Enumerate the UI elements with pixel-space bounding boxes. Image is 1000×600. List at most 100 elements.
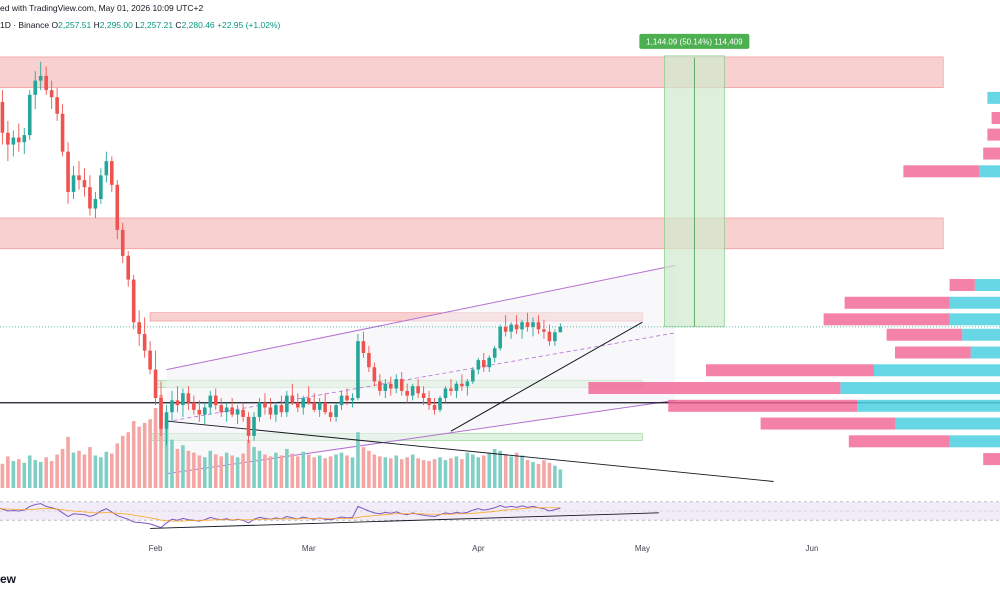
candle-body [38, 75, 43, 81]
channel-mid-line [166, 332, 676, 423]
volume-bar [17, 459, 21, 488]
rsi-line [0, 503, 561, 529]
rsi-trendline [150, 512, 659, 529]
volume-bar [11, 461, 16, 488]
volume-bar [66, 436, 70, 488]
candle-body [350, 398, 355, 401]
candle-body [520, 322, 524, 330]
volume-bar [115, 443, 120, 488]
x-tick-feb: Feb [149, 544, 163, 553]
candle-body [49, 90, 54, 98]
volume-bar [22, 462, 27, 488]
volume-bar [49, 461, 54, 488]
volume-bar [137, 426, 141, 488]
channel-lower-line [166, 399, 676, 475]
candle-body [159, 398, 163, 429]
candle-body [224, 407, 229, 413]
volume-bar [553, 465, 557, 488]
volume-profile-pink [588, 382, 841, 395]
candle-body [542, 329, 546, 332]
volume-profile-pink [760, 417, 895, 430]
volume-profile-pink [983, 453, 1000, 466]
volume-bar [82, 454, 87, 488]
candle-body [399, 379, 404, 391]
volume-bar [38, 461, 43, 488]
volume-bar [246, 439, 251, 488]
volume-bar [295, 456, 300, 488]
volume-bar [197, 455, 202, 488]
candle-body [410, 386, 415, 396]
volume-bar [27, 455, 32, 488]
volume-bar [55, 454, 59, 488]
volume-bar [164, 421, 169, 488]
volume-bar [203, 457, 207, 488]
projection-label: 1,144.09 (50.14%) 114,409 [646, 37, 743, 46]
candle-body [0, 101, 5, 133]
candle-body [553, 332, 557, 342]
volume-bar [334, 454, 338, 488]
candle-body [60, 113, 65, 152]
candle-body [558, 326, 563, 333]
candle-body [317, 402, 322, 410]
volume-bar [208, 450, 213, 488]
volume-bar [60, 448, 65, 488]
candle-body [153, 369, 158, 398]
candle-body [208, 395, 213, 408]
tradingview-logo[interactable]: ew [0, 572, 17, 586]
candle-body [11, 137, 16, 145]
volume-bar [99, 457, 103, 488]
candle-body [487, 357, 492, 368]
candle-body [285, 395, 289, 413]
volume-bar [175, 448, 180, 488]
volume-bar [514, 452, 519, 488]
projection-label-bg [639, 33, 750, 49]
candle-body [481, 360, 486, 368]
volume-bar [410, 454, 415, 488]
volume-bar [558, 469, 563, 488]
volume-bar [88, 447, 92, 488]
volume-profile-cyan [979, 165, 1000, 178]
candle-body [246, 416, 251, 436]
volume-bar [110, 453, 114, 488]
candle-body [126, 255, 131, 280]
candle-body [454, 383, 459, 391]
candle-body [465, 381, 470, 387]
volume-bar [525, 460, 530, 488]
candle-body [235, 409, 240, 415]
candle-body [104, 161, 109, 176]
candle-body [279, 405, 284, 413]
candle-body [421, 393, 426, 398]
candle-body [449, 388, 453, 391]
volume-bar [520, 455, 524, 488]
volume-bar [399, 459, 404, 488]
candle-body [263, 402, 267, 408]
volume-bar [71, 452, 76, 488]
candle-body [378, 381, 382, 391]
volume-profile-cyan [895, 417, 1000, 430]
zone-resistance-1 [0, 217, 944, 250]
candle-body [514, 324, 519, 330]
volume-bar [219, 456, 224, 488]
candle-body [110, 161, 114, 185]
candle-body [33, 80, 38, 95]
volume-bar [383, 457, 388, 488]
volume-bar [268, 456, 273, 488]
interval-exchange: 1D · Binance [0, 20, 50, 30]
candle-body [252, 416, 256, 436]
candle-body [290, 395, 295, 403]
volume-bar [388, 458, 393, 488]
candle-body [274, 405, 278, 415]
candle-body [120, 229, 125, 256]
volume-bar [186, 450, 191, 488]
candle-body [257, 402, 262, 417]
volume-bar [367, 450, 371, 488]
volume-bar [356, 432, 360, 488]
volume-bar [339, 452, 344, 488]
candle-body [17, 137, 21, 143]
volume-bar [0, 463, 5, 488]
candle-body [170, 400, 174, 413]
published-text: ed with TradingView.com, May 01, 2026 10… [0, 3, 204, 13]
zone-resistance-0 [0, 56, 944, 89]
